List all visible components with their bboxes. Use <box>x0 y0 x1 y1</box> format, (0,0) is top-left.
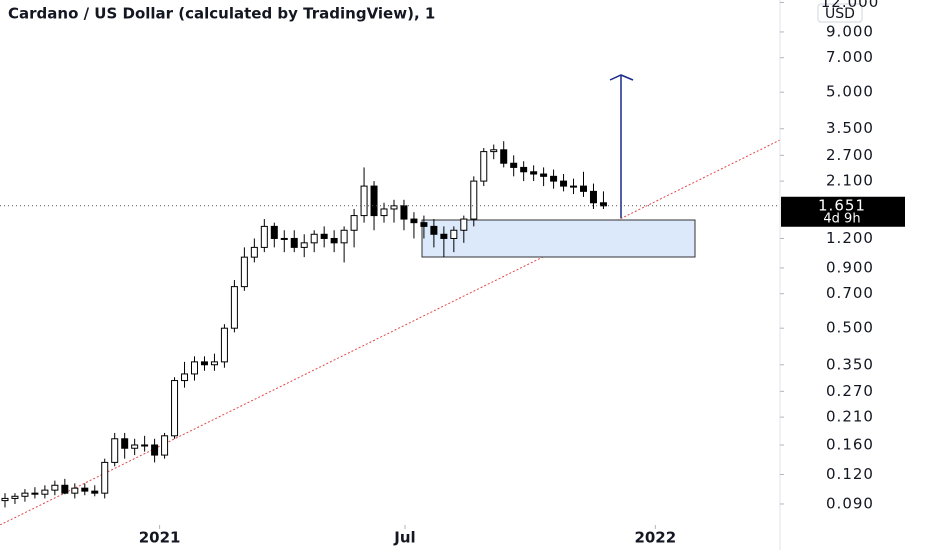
y-tick-label: 12.000 <box>821 0 880 11</box>
y-tick-label: 0.210 <box>826 408 874 426</box>
candle-body <box>111 438 119 463</box>
plot-area <box>0 74 780 525</box>
candle-body <box>490 149 498 153</box>
candle-body <box>440 233 448 239</box>
candle-body <box>290 237 298 248</box>
candle-body <box>500 149 508 164</box>
candle-body <box>390 205 398 210</box>
candle-body <box>310 233 318 244</box>
candle-body <box>191 361 199 375</box>
y-tick-label: 2.700 <box>826 146 874 164</box>
candle-body <box>181 373 189 382</box>
y-tick-label: 3.500 <box>826 119 874 137</box>
y-tick-label: 7.000 <box>826 48 874 66</box>
candle-body <box>460 218 468 231</box>
y-tick-label: 5.000 <box>826 83 874 101</box>
candle-body <box>589 190 597 204</box>
candle-body <box>599 202 607 207</box>
candle-body <box>260 225 268 248</box>
y-tick-label: 0.500 <box>826 319 874 337</box>
countdown: 4d 9h <box>823 211 860 226</box>
target-arrow-head <box>609 74 634 81</box>
candle-body <box>470 180 478 220</box>
candle-body <box>91 490 99 494</box>
candle-body <box>520 166 528 173</box>
support-zone <box>421 219 696 258</box>
y-tick-label: 0.350 <box>826 355 874 373</box>
candle-body <box>220 327 228 363</box>
candle-body <box>31 492 39 495</box>
last-price-box <box>781 196 905 227</box>
candle-body <box>560 180 568 187</box>
candle-body <box>370 185 378 217</box>
candle-body <box>250 246 258 258</box>
candle-body <box>121 438 129 449</box>
candle-body <box>540 173 548 177</box>
last-price-label: 1.651 <box>818 196 866 214</box>
y-tick-label: 0.900 <box>826 258 874 276</box>
candle-body <box>350 215 358 231</box>
candle-body <box>240 256 248 288</box>
candle-body <box>1 497 9 502</box>
candle-body <box>530 171 538 175</box>
y-tick-label: 0.120 <box>826 465 874 483</box>
candle-body <box>81 487 89 492</box>
candle-body <box>270 225 278 239</box>
candle-body <box>300 242 308 248</box>
candle-body <box>230 286 238 329</box>
y-tick-label: 2.100 <box>826 172 874 190</box>
y-tick-label: 0.700 <box>826 284 874 302</box>
x-tick-label: 2021 <box>139 529 181 547</box>
candle-body <box>171 380 179 437</box>
chart-title: Cardano / US Dollar (calculated by Tradi… <box>8 5 435 23</box>
candle-body <box>340 229 348 244</box>
candle-body <box>61 484 69 494</box>
candle-body <box>210 361 218 366</box>
y-tick-label: 0.160 <box>826 435 874 453</box>
candle-body <box>570 185 578 188</box>
candle-body <box>360 185 368 217</box>
x-tick-label: 2022 <box>634 529 676 547</box>
candle-body <box>51 484 59 491</box>
currency[interactable]: USD <box>825 6 855 22</box>
candle-body <box>410 218 418 224</box>
currency-box[interactable] <box>817 3 863 23</box>
candle-body <box>320 233 328 239</box>
candle-body <box>141 444 149 447</box>
candle-body <box>420 222 428 227</box>
candle-body <box>131 444 139 449</box>
candle-body <box>41 489 49 495</box>
candle-body <box>480 151 488 182</box>
candle-body <box>151 444 159 456</box>
candle-body <box>200 361 208 366</box>
y-tick-label: 1.200 <box>826 229 874 247</box>
y-tick-label: 0.270 <box>826 382 874 400</box>
candle-body <box>550 175 558 182</box>
candle-body <box>510 162 518 168</box>
candle-body <box>280 237 288 240</box>
candle-body <box>400 205 408 220</box>
candle-body <box>580 185 588 192</box>
y-tick-label: 9.000 <box>826 22 874 40</box>
candle-body <box>380 208 388 217</box>
candle-body <box>430 225 438 235</box>
candle-body <box>330 237 338 244</box>
candle-body <box>11 495 19 499</box>
candle-body <box>71 487 79 494</box>
candle-body <box>101 461 109 494</box>
trend-line <box>0 139 780 525</box>
y-tick-label: 0.090 <box>826 494 874 512</box>
candle-body <box>450 229 458 239</box>
candle-body <box>161 435 169 456</box>
x-tick-label: Jul <box>393 529 415 547</box>
candle-body <box>21 492 29 497</box>
